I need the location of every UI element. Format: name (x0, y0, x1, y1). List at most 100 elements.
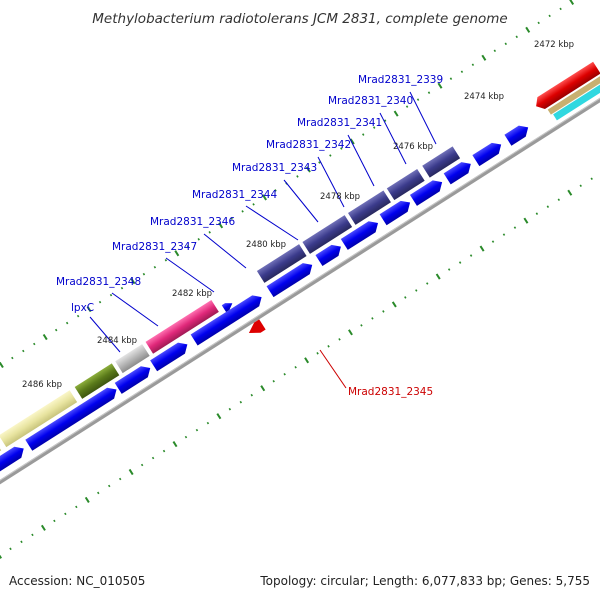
tick-mark-inner (449, 77, 453, 80)
tick-mark-outer (546, 205, 550, 208)
tick-mark-outer (118, 477, 122, 481)
cds-forward-arrow (443, 162, 471, 185)
gene-label: Mrad2831_2339 (358, 74, 443, 86)
feature-grey-bar (115, 344, 150, 374)
tick-mark-inner (65, 321, 69, 325)
gene-label: lpxC (71, 302, 94, 314)
tick-mark-inner (252, 203, 255, 206)
tick-mark-inner (86, 306, 92, 313)
gene-leader-line (283, 179, 319, 223)
tick-mark-inner (405, 105, 409, 108)
backbone-line (0, 72, 600, 500)
cds-forward-arrow (266, 263, 313, 298)
tick-mark-outer (294, 366, 297, 369)
feature-red-bar (536, 61, 600, 109)
tick-mark-outer (415, 289, 418, 292)
tick-mark-outer (579, 184, 582, 188)
tick-mark-inner (174, 250, 180, 257)
tick-mark-outer (108, 484, 111, 488)
gene-label: Mrad2831_2346 (150, 216, 235, 228)
map-title: Methylobacterium radiotolerans JCM 2831,… (92, 11, 507, 27)
tick-mark-outer (327, 345, 330, 348)
tick-mark-inner (186, 244, 189, 248)
gene-leader-line (245, 205, 299, 241)
track-rotated (0, 0, 600, 559)
kbp-label: 2482 kbp (172, 289, 212, 299)
tick-mark-inner (393, 110, 399, 117)
feature-cyan-bar (553, 81, 600, 121)
tick-mark-outer (172, 441, 178, 448)
tick-mark-outer (228, 407, 232, 411)
tick-mark-inner (460, 70, 464, 74)
gene-label: Mrad2831_2340 (328, 95, 413, 107)
tick-mark-inner (164, 258, 168, 262)
tick-mark-outer (53, 519, 56, 523)
tick-mark-inner (437, 82, 443, 89)
cds-reverse-arrow (248, 319, 266, 334)
gene-label: Mrad2831_2347 (112, 241, 197, 253)
tick-mark-outer (250, 393, 253, 397)
genome-track (0, 0, 600, 559)
tick-mark-inner (504, 42, 508, 46)
gene-labels: Mrad2831_2339 Mrad2831_2340 Mrad2831_2341 M… (56, 74, 443, 398)
tick-mark-inner (153, 265, 157, 269)
gene-label: Mrad2831_2344 (192, 189, 277, 201)
tick-mark-inner (372, 126, 376, 129)
tick-mark-inner (525, 26, 531, 33)
tick-mark-inner (569, 0, 575, 5)
tick-mark-inner (241, 210, 244, 213)
kbp-label: 2480 kbp (246, 240, 286, 250)
tick-mark-outer (404, 296, 407, 299)
feature-yellow-bar (0, 390, 78, 448)
gene-leader-line (319, 349, 347, 389)
tick-mark-inner (11, 356, 14, 360)
cds-forward-arrow (150, 342, 188, 372)
tick-mark-inner (130, 278, 136, 285)
feature-purple-bar (347, 190, 391, 225)
tick-mark-inner (493, 49, 497, 53)
tick-mark-outer (447, 268, 451, 271)
cds-forward-arrow (25, 387, 117, 451)
tick-mark-inner (33, 342, 36, 346)
tick-mark-inner (208, 231, 211, 234)
tick-mark-inner (22, 349, 25, 353)
kbp-label: 2478 kbp (320, 192, 360, 202)
gene-leader-line (409, 91, 437, 145)
tick-mark-inner (383, 119, 387, 122)
tick-mark-outer (316, 352, 319, 355)
tick-mark-inner (548, 14, 551, 18)
gene-leader-line (89, 316, 121, 353)
topology-text: Topology: circular; Length: 6,077,833 bp… (260, 574, 590, 588)
tick-mark-inner (109, 293, 113, 297)
tick-mark-inner (362, 133, 365, 136)
tick-mark-inner (262, 194, 267, 201)
cds-small-arrow (221, 303, 233, 312)
feature-purple-bar (422, 146, 461, 178)
tick-mark-outer (557, 198, 561, 201)
tick-mark-outer (216, 413, 222, 420)
tick-mark-inner (230, 217, 233, 220)
tick-mark-outer (184, 435, 188, 439)
kbp-label: 2472 kbp (534, 40, 574, 50)
tick-mark-inner (349, 138, 355, 145)
tick-mark-inner (98, 300, 102, 304)
cds-forward-arrow (114, 366, 151, 394)
tick-mark-outer (590, 177, 593, 181)
tick-mark-outer (40, 524, 46, 531)
tick-mark-outer (20, 540, 23, 544)
tick-mark-outer (348, 329, 353, 336)
tick-mark-outer (304, 357, 310, 364)
feature-purple-bar (302, 215, 353, 254)
gene-leader-line (317, 156, 345, 208)
tick-mark-outer (9, 547, 12, 551)
cds-forward-arrow (379, 200, 411, 226)
tick-mark-inner (142, 272, 146, 276)
tick-mark-outer (382, 310, 385, 313)
tick-mark-outer (64, 512, 67, 516)
gene-label: Mrad2831_2341 (297, 117, 382, 129)
gene-label: Mrad2831_2345 (348, 386, 433, 398)
tick-mark-inner (329, 154, 332, 157)
tick-mark-inner (305, 166, 311, 173)
tick-mark-outer (162, 449, 166, 453)
